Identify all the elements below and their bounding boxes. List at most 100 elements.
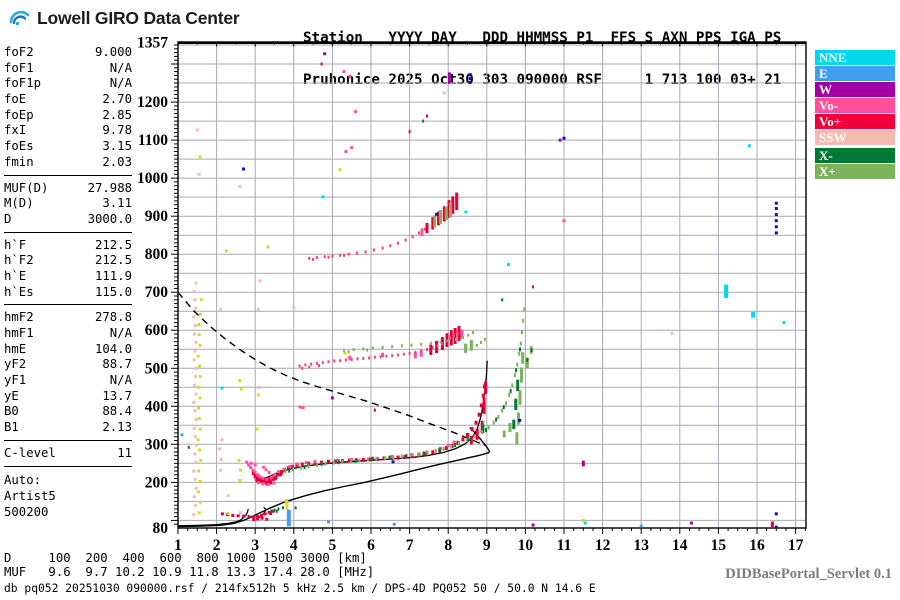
param-label: foF1	[4, 60, 34, 75]
svg-text:1200: 1200	[137, 94, 168, 111]
svg-text:800: 800	[145, 246, 169, 263]
param-value: 88.4	[102, 404, 132, 419]
param-value: 88.7	[102, 357, 132, 372]
panel-separator	[4, 304, 132, 306]
param-row-hmf2: hmF2 278.8	[4, 310, 132, 326]
param-row-fxi: fxI 9.78	[4, 123, 132, 139]
svg-text:700: 700	[145, 284, 169, 301]
svg-text:900: 900	[145, 208, 169, 225]
svg-text:15: 15	[711, 537, 727, 554]
svg-text:13: 13	[633, 537, 649, 554]
param-value: N/A	[109, 326, 132, 340]
distance-row: D 100 200 400 600 800 1000 1500 3000 [km…	[4, 551, 367, 565]
svg-text:1: 1	[174, 537, 182, 554]
legend-item-vo: Vo+	[815, 114, 895, 129]
param-label: foF2	[4, 45, 34, 59]
param-value: 2.13	[102, 420, 132, 435]
param-value: 3.11	[102, 196, 132, 211]
svg-text:4: 4	[290, 537, 298, 554]
db-source-line: db pq052 20251030 090000.rsf / 214fx512h…	[4, 582, 596, 595]
svg-text:500: 500	[145, 360, 169, 377]
svg-text:5: 5	[329, 537, 337, 554]
param-value: 9.000	[94, 45, 132, 59]
giro-wave-icon	[9, 10, 30, 25]
autoscaling-label: Artist5	[4, 488, 56, 503]
param-row-d: D 3000.0	[4, 212, 132, 228]
svg-text:1000: 1000	[137, 170, 168, 187]
param-row-he: h`E 111.9	[4, 269, 132, 285]
svg-text:16: 16	[749, 537, 765, 554]
svg-text:400: 400	[145, 398, 169, 415]
param-value: N/A	[109, 76, 132, 91]
param-label: fxI	[4, 123, 27, 138]
param-value: 3.15	[102, 139, 132, 154]
param-value: 9.78	[102, 123, 132, 138]
svg-text:200: 200	[145, 474, 169, 491]
param-label: yE	[4, 388, 19, 403]
logo-text: Lowell GIRO Data Center	[37, 7, 240, 28]
svg-text:80: 80	[153, 520, 169, 537]
param-label: hmF2	[4, 310, 34, 325]
legend-item-w: W	[815, 82, 895, 97]
param-row-fmin: fmin 2.03	[4, 155, 132, 171]
param-label: h`E	[4, 268, 27, 283]
svg-text:8: 8	[444, 537, 452, 554]
param-row-foep: foEp 2.85	[4, 108, 132, 124]
panel-separator	[4, 439, 132, 441]
direction-legend: NNE E W Vo- Vo+ SSW X- X+	[815, 50, 895, 180]
param-row-b0: B0 88.4	[4, 404, 132, 420]
param-row-md: M(D) 3.11	[4, 196, 132, 212]
param-label: h`F	[4, 237, 27, 252]
param-label: hmE	[4, 341, 27, 356]
param-label: yF1	[4, 373, 27, 388]
param-value: 2.85	[102, 107, 132, 122]
svg-text:7: 7	[406, 537, 414, 554]
param-label: D	[4, 211, 12, 226]
param-row-yf2: yF2 88.7	[4, 357, 132, 373]
panel-separator	[4, 465, 132, 467]
svg-text:6: 6	[367, 537, 375, 554]
legend-item-vo: Vo-	[815, 98, 895, 113]
param-value: 111.9	[94, 268, 132, 283]
param-row-fof2: foF2 9.000	[4, 45, 132, 61]
param-row-ye: yE 13.7	[4, 389, 132, 405]
param-label: foEs	[4, 139, 34, 154]
param-row-mufd: MUF(D) 27.988	[4, 181, 132, 197]
param-label: M(D)	[4, 196, 34, 211]
param-value: N/A	[109, 60, 132, 75]
param-row-hf: h`F 212.5	[4, 238, 132, 254]
param-row-b1: B1 2.13	[4, 420, 132, 436]
svg-text:17: 17	[788, 537, 804, 554]
param-label: foF1p	[4, 76, 42, 91]
autoscaling-label: 500200	[4, 504, 49, 519]
param-row-clevel: C-level 11	[4, 446, 132, 462]
param-label: B0	[4, 404, 19, 419]
param-row-foes: foEs 3.15	[4, 139, 132, 155]
param-label: MUF(D)	[4, 180, 49, 195]
param-row-hf2: h`F2 212.5	[4, 253, 132, 269]
param-value: 3000.0	[87, 211, 132, 226]
param-label: h`F2	[4, 253, 34, 268]
param-value: 11	[117, 445, 132, 460]
legend-item-x: X-	[815, 148, 895, 163]
svg-text:1357: 1357	[137, 34, 168, 51]
param-label: B1	[4, 420, 19, 435]
param-row-fof1p: foF1p N/A	[4, 76, 132, 92]
param-label: foE	[4, 92, 27, 107]
param-value: 104.0	[94, 341, 132, 356]
param-label: h`Es	[4, 284, 34, 299]
svg-text:1100: 1100	[138, 132, 168, 149]
legend-item-x: X+	[815, 164, 895, 179]
legend-item-e: E	[815, 66, 895, 81]
panel-separator	[4, 231, 132, 233]
legend-item-ssw: SSW	[815, 130, 895, 145]
servlet-version-label: DIDBasePortal_Servlet 0.1	[725, 566, 892, 582]
param-label: fmin	[4, 154, 34, 169]
svg-text:2: 2	[213, 537, 221, 554]
param-value: 27.988	[87, 180, 132, 195]
param-value: 212.5	[94, 237, 132, 252]
panel-separator	[4, 174, 132, 176]
param-value: 2.03	[102, 154, 132, 169]
param-row-hes: h`Es 115.0	[4, 285, 132, 301]
